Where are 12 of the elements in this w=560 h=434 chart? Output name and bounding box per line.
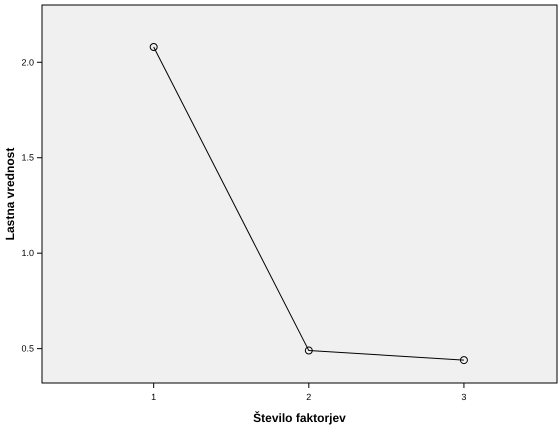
point — [460, 356, 468, 364]
point — [150, 43, 158, 51]
y-tick-label: 0.5 — [21, 344, 34, 354]
y-axis-title: Lastna vrednost — [3, 148, 17, 240]
x-tick-label: 3 — [461, 392, 466, 402]
x-axis-title: Število faktorjev — [253, 411, 346, 425]
x-tick-label: 2 — [306, 392, 312, 402]
y-tick-label: 1.0 — [21, 248, 34, 258]
x-tick-label: 1 — [151, 392, 156, 402]
point — [304, 346, 313, 355]
y-tick-label: 1.5 — [21, 152, 34, 163]
y-tick-label: 2.0 — [21, 57, 34, 68]
